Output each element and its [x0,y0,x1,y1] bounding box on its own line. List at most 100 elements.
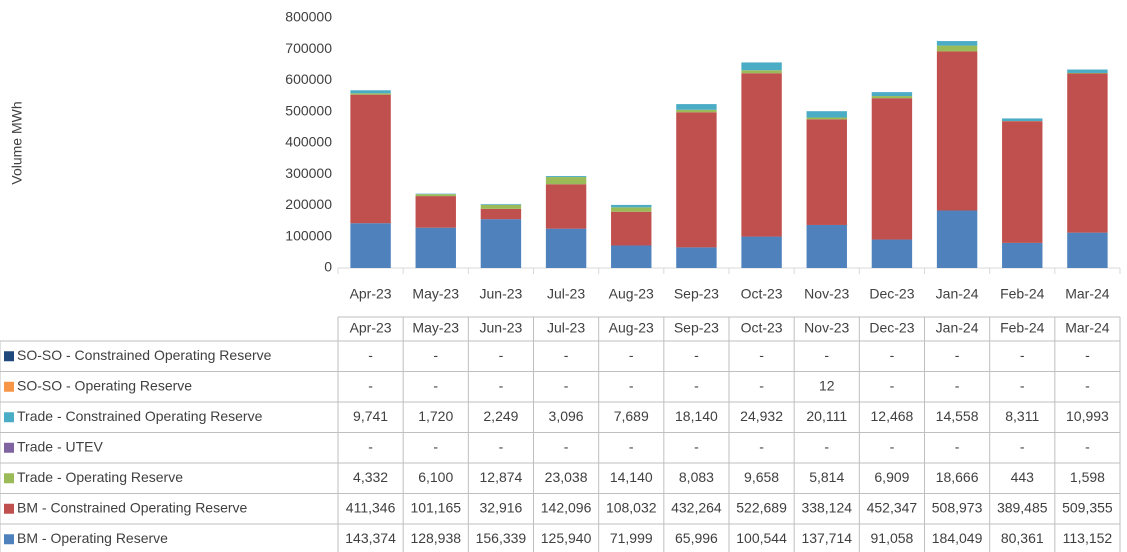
table-cell: 125,940 [541,530,592,546]
bar-segment [611,207,652,212]
table-cell: 12,874 [480,469,523,485]
y-tick-label: 700000 [285,40,332,56]
table-cell: 128,938 [410,530,461,546]
bar-segment [1067,73,1108,233]
table-cell: - [890,377,895,393]
x-tick-label: Jan-24 [936,286,979,302]
table-cell: 108,032 [606,499,657,515]
table-header: Apr-23 [350,320,392,336]
bar-segment [350,223,391,268]
table-cell: 3,096 [549,408,584,424]
legend-label: SO-SO - Operating Reserve [17,377,192,393]
bar-segment [936,210,978,268]
table-header: Jul-23 [547,320,585,336]
table-cell: 14,140 [610,469,653,485]
table-cell: - [1085,438,1090,454]
table-cell: 5,814 [809,469,844,485]
table-cell: - [759,347,764,363]
bar-segment [480,204,522,209]
y-axis-label: Volume MWh [9,101,25,184]
table-cell: 10,993 [1066,408,1109,424]
table-cell: 32,916 [480,499,523,515]
table-cell: - [433,377,438,393]
legend-marker [4,442,14,453]
table-header: Aug-23 [609,320,654,336]
table-cell: - [890,347,895,363]
bar-segment [545,184,587,229]
table-cell: - [1085,347,1090,363]
x-tick-label: Nov-23 [804,286,849,302]
y-tick-label: 300000 [285,165,332,181]
table-cell: - [564,377,569,393]
bar-segment [611,211,652,246]
x-tick-label: Sep-23 [674,286,719,302]
bar-segment [1067,232,1108,268]
table-cell: - [499,438,504,454]
table-cell: 71,999 [610,530,653,546]
bar-segment [480,204,522,205]
table-cell: 452,347 [867,499,918,515]
table-cell: 18,666 [936,469,979,485]
table-cell: - [955,438,960,454]
table-cell: 411,346 [346,499,396,515]
bar-segment [350,94,391,224]
table-cell: 6,909 [874,469,909,485]
table-cell: 12,468 [871,408,914,424]
table-cell: - [694,438,699,454]
table-cell: 522,689 [736,499,787,515]
bar-segment [806,224,847,268]
legend-label: BM - Constrained Operating Reserve [17,499,248,515]
table-cell: 18,140 [675,408,718,424]
table-header: Mar-24 [1065,320,1110,336]
bar-segment [415,194,456,197]
legend-marker [4,351,14,362]
table-cell: 113,152 [1063,530,1113,546]
bar-segment [1002,118,1043,122]
table-cell: - [694,377,699,393]
table-header: Nov-23 [804,320,849,336]
table-cell: 101,165 [410,499,461,515]
table-cell: - [629,377,634,393]
table-cell: - [759,377,764,393]
y-tick-label: 200000 [285,196,332,212]
legend-label: BM - Operating Reserve [17,530,168,546]
bar-segment [415,227,456,268]
table-cell: 1,598 [1070,469,1105,485]
bar-segment [611,245,652,268]
bar-segment [545,228,587,268]
bar-segment [676,109,717,113]
x-tick-label: Apr-23 [350,286,392,302]
y-tick-label: 800000 [285,9,332,25]
table-header: Feb-24 [1000,320,1045,336]
bar-segment [1067,69,1108,73]
bar-segment [1002,121,1043,243]
table-cell: - [368,347,373,363]
table-cell: - [629,347,634,363]
bar-segment [611,204,652,208]
table-cell: 23,038 [545,469,588,485]
x-tick-label: Dec-23 [869,286,914,302]
bar-segment [741,236,782,268]
bar-segment [936,41,978,46]
table-cell: 156,339 [476,530,527,546]
bar-segment [545,177,587,185]
legend-marker [4,473,14,484]
bar-segment [676,112,717,248]
table-header: Oct-23 [741,320,783,336]
table-cell: - [499,377,504,393]
bar-segment [741,73,782,237]
legend-marker [4,381,14,392]
x-tick-label: Mar-24 [1065,286,1110,302]
y-tick-label: 600000 [285,71,332,87]
legend-marker [4,412,14,423]
bar-segment [806,111,847,118]
y-tick-label: 500000 [285,102,332,118]
bar-segment [415,196,456,228]
table-cell: 91,058 [871,530,914,546]
table-cell: 9,658 [744,469,779,485]
table-cell: - [1020,347,1025,363]
legend-label: Trade - Constrained Operating Reserve [17,408,263,424]
table-cell: 8,083 [679,469,714,485]
table-cell: - [955,377,960,393]
table-cell: 508,973 [932,499,983,515]
